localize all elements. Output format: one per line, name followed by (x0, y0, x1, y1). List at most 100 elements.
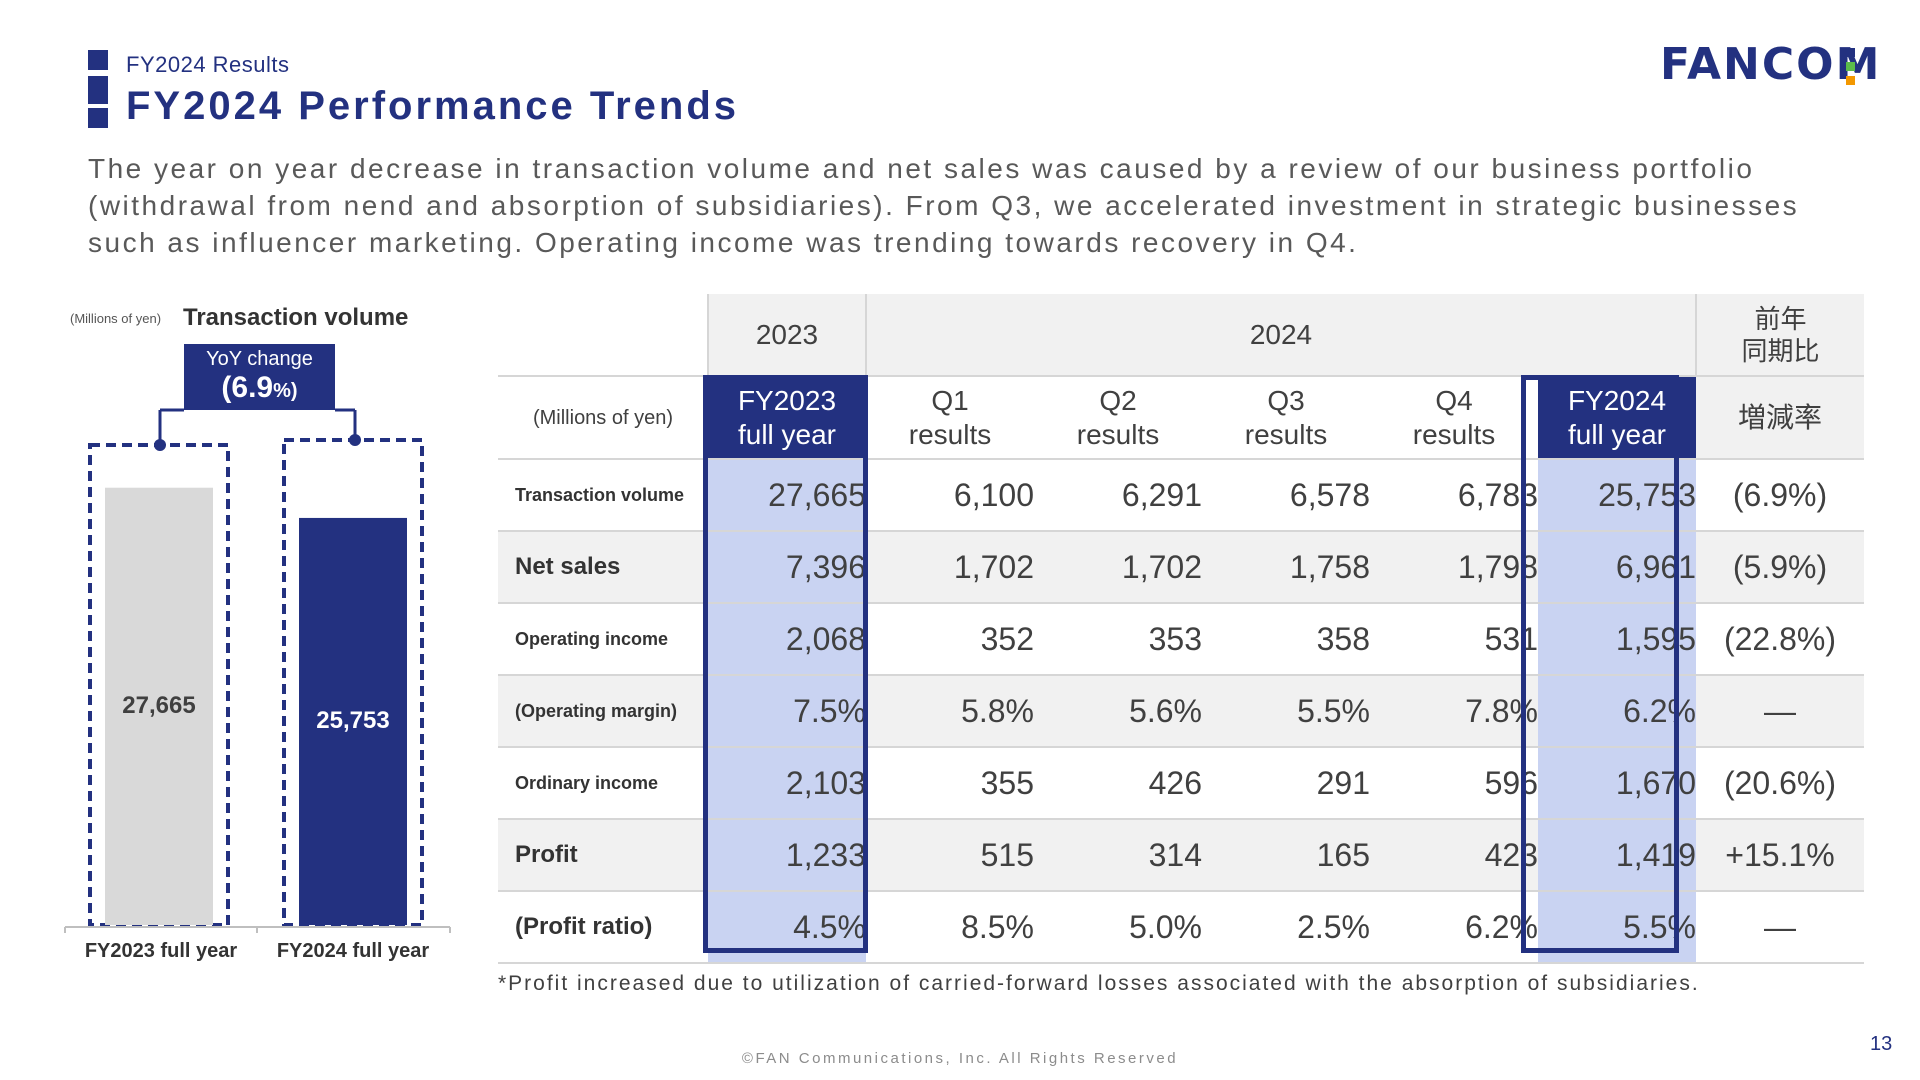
company-logo: FANCOM (1660, 39, 1882, 90)
row-label: Operating income (498, 603, 708, 676)
table-header-years: 2023 2024 前年 同期比 (498, 294, 1864, 377)
table-cell: 6.2% (1538, 675, 1696, 748)
header-marker-icon (88, 108, 108, 128)
x-tick-label: FY2024 full year (276, 940, 430, 962)
table-cell: 1,595 (1538, 603, 1696, 676)
table-cell: 6,961 (1538, 531, 1696, 604)
table-cell: 1,670 (1538, 747, 1696, 820)
header-yoy-jp: 前年 同期比 (1695, 294, 1864, 377)
x-tick-label: FY2023 full year (84, 940, 238, 962)
table-row: Profit 1,233 515 314 165 423 1,419 +15.1% (498, 819, 1864, 892)
table-cell: — (1696, 675, 1864, 748)
table-cell: 1,798 (1370, 531, 1538, 604)
table-cell: 1,702 (866, 531, 1034, 604)
table-cell: 7,396 (708, 531, 866, 604)
table-row: (Profit ratio) 4.5% 8.5% 5.0% 2.5% 6.2% 5.5% — (498, 891, 1864, 964)
table-cell: 358 (1202, 603, 1370, 676)
column-fy2023-full-year: FY2023 full year (708, 376, 866, 460)
table-cell: 1,419 (1538, 819, 1696, 892)
bar-fy2024 (299, 517, 407, 925)
table-header-columns: (Millions of yen) FY2023 full year Q1 re… (498, 376, 1864, 460)
logo-dot-icon (1846, 62, 1855, 71)
column-yoy-rate: 増減率 (1696, 376, 1864, 460)
table-cell: 5.0% (1034, 891, 1202, 964)
row-label: Transaction volume (498, 459, 708, 532)
yoy-change-label: YoY change (206, 348, 313, 370)
table-cell: (5.9%) (1696, 531, 1864, 604)
header-blank (498, 294, 708, 377)
row-label: (Profit ratio) (498, 891, 708, 964)
section-subtitle: FY2024 Results (126, 52, 290, 77)
bar-frame-fy2023 (88, 443, 230, 927)
chart-unit-label: (Millions of yen) (70, 311, 162, 326)
logo-dots-icon (1846, 48, 1856, 90)
table-cell: 5.5% (1538, 891, 1696, 964)
table-cell: 6.2% (1370, 891, 1538, 964)
table-cell: 353 (1034, 603, 1202, 676)
table-cell: 7.8% (1370, 675, 1538, 748)
table-cell: 6,783 (1370, 459, 1538, 532)
table-cell: 5.8% (866, 675, 1034, 748)
table-unit-label: (Millions of yen) (498, 376, 708, 460)
bar-fy2023 (105, 487, 213, 925)
table-cell: 1,233 (708, 819, 866, 892)
table-cell: 6,578 (1202, 459, 1370, 532)
row-label: Profit (498, 819, 708, 892)
table-cell: (22.8%) (1696, 603, 1864, 676)
table-cell: (20.6%) (1696, 747, 1864, 820)
table-cell: — (1696, 891, 1864, 964)
bar-value-label: 27,665 (122, 692, 196, 720)
column-q4: Q4 results (1370, 376, 1538, 460)
performance-table: 2023 2024 前年 同期比 (Millions of yen) FY202… (498, 294, 1864, 964)
logo-dot-icon (1846, 76, 1855, 85)
table-cell: 2.5% (1202, 891, 1370, 964)
table-cell: 355 (866, 747, 1034, 820)
footnote: *Profit increased due to utilization of … (498, 972, 1700, 995)
table-cell: 352 (866, 603, 1034, 676)
table-row: Ordinary income 2,103 355 426 291 596 1,670 (20… (498, 747, 1864, 820)
table-cell: 2,068 (708, 603, 866, 676)
table-cell: 1,702 (1034, 531, 1202, 604)
table-cell: +15.1% (1696, 819, 1864, 892)
table-cell: 314 (1034, 819, 1202, 892)
yoy-change-value: (6.9%) (221, 371, 298, 404)
table-row: Operating income 2,068 352 353 358 531 1,595 (2… (498, 603, 1864, 676)
copyright-footer: ©FAN Communications, Inc. All Rights Res… (741, 1050, 1179, 1067)
table-cell: 6,100 (866, 459, 1034, 532)
header-year-2023: 2023 (707, 294, 866, 377)
table-cell: 1,758 (1202, 531, 1370, 604)
page-number: 13 (1870, 1033, 1893, 1055)
transaction-volume-chart (64, 408, 451, 933)
column-fy2024-full-year: FY2024 full year (1538, 376, 1696, 460)
row-label: Ordinary income (498, 747, 708, 820)
table-cell: 165 (1202, 819, 1370, 892)
table-cell: (6.9%) (1696, 459, 1864, 532)
table-row: Net sales 7,396 1,702 1,702 1,758 1,798 6,961(… (498, 531, 1864, 604)
table-cell: 426 (1034, 747, 1202, 820)
column-q2: Q2 results (1034, 376, 1202, 460)
table-row: Transaction volume 27,665 6,100 6,291 6,578 6… (498, 459, 1864, 532)
yoy-change-callout: YoY change (6.9%) (184, 344, 335, 410)
column-q3: Q3 results (1202, 376, 1370, 460)
table-cell: 4.5% (708, 891, 866, 964)
table-cell: 531 (1370, 603, 1538, 676)
header-marker-icon (88, 76, 108, 104)
table-cell: 6,291 (1034, 459, 1202, 532)
row-label: Net sales (498, 531, 708, 604)
table-cell: 7.5% (708, 675, 866, 748)
logo-text: FANCOM (1660, 39, 1882, 90)
bar-value-label: 25,753 (316, 707, 390, 735)
table-cell: 25,753 (1538, 459, 1696, 532)
table-cell: 2,103 (708, 747, 866, 820)
summary-description: The year on year decrease in transaction… (88, 153, 1800, 258)
page-title: FY2024 Performance Trends (126, 84, 740, 128)
header-year-2024: 2024 (865, 294, 1696, 377)
column-q1: Q1 results (866, 376, 1034, 460)
table-cell: 8.5% (866, 891, 1034, 964)
table-cell: 515 (866, 819, 1034, 892)
header-marker-icon (88, 50, 108, 70)
table-row: (Operating margin) 7.5% 5.8% 5.6% 5.5% 7.8% 6.… (498, 675, 1864, 748)
table-cell: 423 (1370, 819, 1538, 892)
table-cell: 27,665 (708, 459, 866, 532)
table-cell: 5.5% (1202, 675, 1370, 748)
